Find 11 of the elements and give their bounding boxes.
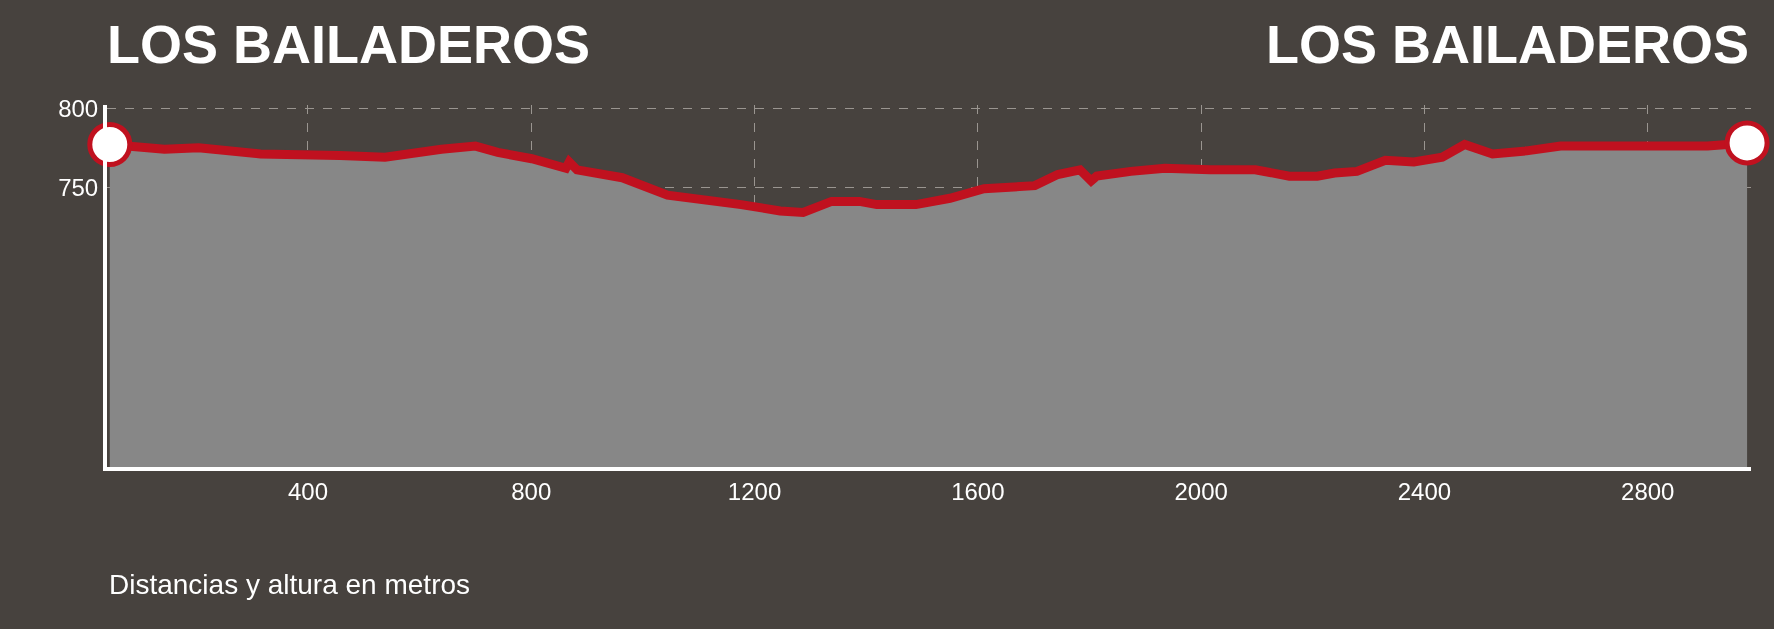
y-tick-label: 750: [58, 173, 99, 201]
x-tick-label: 400: [287, 477, 328, 505]
x-tick-label: 800: [511, 477, 552, 505]
chart-title: LOS BAILADEROS: [107, 13, 591, 74]
x-tick-label: 1600: [951, 477, 1005, 505]
x-tick-label: 2400: [1397, 477, 1452, 505]
x-tick-label: 1200: [727, 477, 782, 505]
x-tick-label: 2800: [1621, 477, 1675, 505]
x-tick-label: 2000: [1174, 477, 1228, 505]
text: Distancias y altura en metros: [109, 569, 471, 600]
text: LOS BAILADEROS: [1266, 14, 1750, 74]
